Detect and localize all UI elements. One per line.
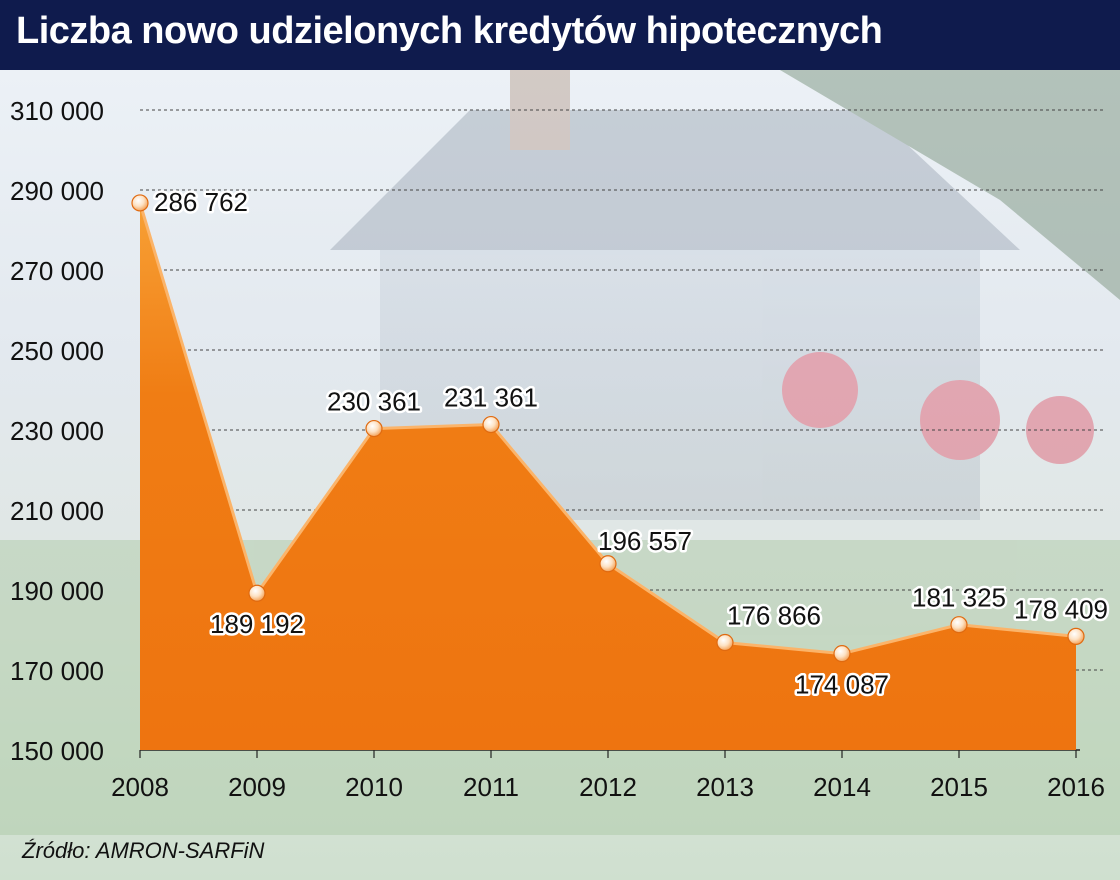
y-tick-label: 150 000 bbox=[10, 736, 104, 766]
x-tick-label: 2014 bbox=[813, 772, 871, 802]
y-tick-label: 170 000 bbox=[10, 656, 104, 686]
y-tick-label: 270 000 bbox=[10, 256, 104, 286]
data-point bbox=[599, 555, 617, 573]
data-label: 189 192 bbox=[210, 609, 304, 639]
source-note: Źródło: AMRON-SARFiN bbox=[22, 838, 265, 863]
data-label: 181 325 bbox=[912, 583, 1006, 613]
data-point bbox=[950, 616, 968, 634]
x-tick-label: 2010 bbox=[345, 772, 403, 802]
data-label: 230 361 bbox=[327, 387, 421, 417]
data-label: 174 087 bbox=[795, 670, 889, 700]
chart-title: Liczba nowo udzielonych kredytów hipotec… bbox=[16, 10, 883, 52]
y-tick-label: 230 000 bbox=[10, 416, 104, 446]
series-area bbox=[140, 202, 1076, 750]
data-label: 196 557 bbox=[598, 526, 692, 556]
data-label: 231 361 bbox=[444, 383, 538, 413]
data-label: 176 866 bbox=[727, 601, 821, 631]
data-point bbox=[1067, 627, 1085, 645]
data-point bbox=[248, 584, 266, 602]
x-tick-label: 2009 bbox=[228, 772, 286, 802]
data-point bbox=[716, 633, 734, 652]
x-tick-label: 2016 bbox=[1047, 772, 1105, 802]
title-bar: Liczba nowo udzielonych kredytów hipotec… bbox=[0, 0, 1120, 70]
area-chart: 150 000 170 000 190 000 210 000 230 000 250 0… bbox=[0, 70, 1120, 835]
data-label: 286 762 bbox=[154, 187, 248, 217]
x-tick-label: 2008 bbox=[111, 772, 169, 802]
y-tick-label: 290 000 bbox=[10, 176, 104, 206]
data-point bbox=[482, 415, 500, 434]
y-tick-label: 190 000 bbox=[10, 576, 104, 606]
y-tick-label: 310 000 bbox=[10, 96, 104, 126]
y-tick-label: 250 000 bbox=[10, 336, 104, 366]
data-point bbox=[365, 419, 383, 438]
x-tick-label: 2011 bbox=[463, 772, 519, 802]
data-label: 178 409 bbox=[1014, 594, 1108, 624]
x-tick-label: 2015 bbox=[930, 772, 988, 802]
y-tick-label: 210 000 bbox=[10, 496, 104, 526]
x-tick-label: 2012 bbox=[579, 772, 637, 802]
data-point bbox=[131, 194, 149, 212]
x-tick-label: 2013 bbox=[696, 772, 754, 802]
data-point bbox=[833, 645, 851, 663]
